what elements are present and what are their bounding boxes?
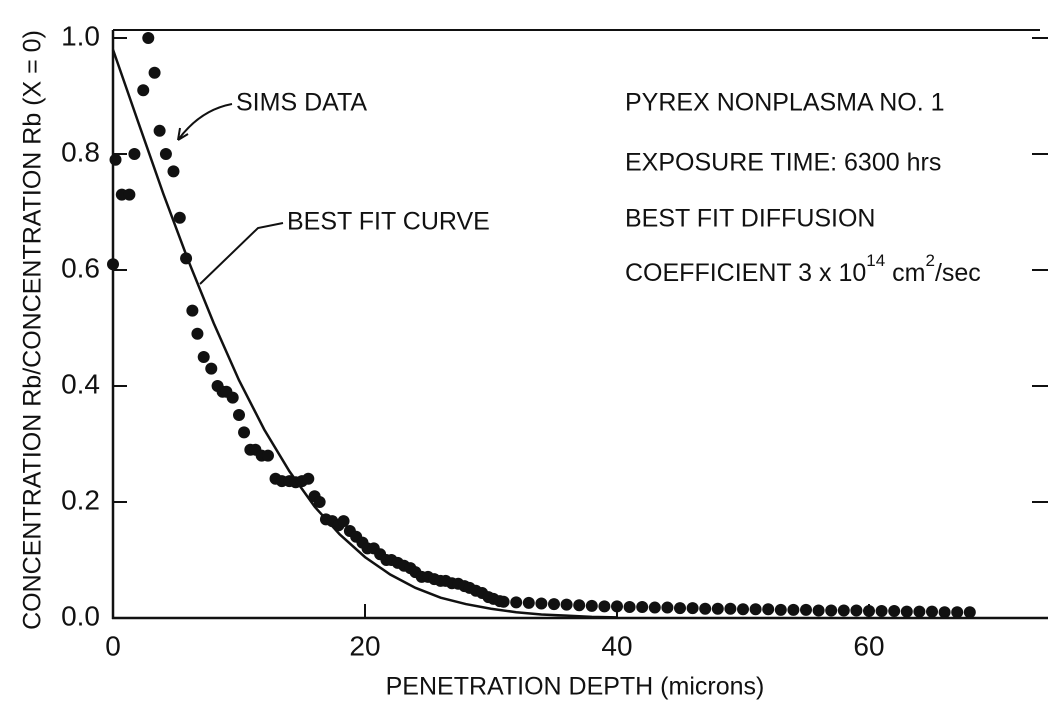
data-point [510,596,523,609]
data-point [837,604,850,617]
data-point [560,598,573,611]
data-point [205,362,218,375]
data-point [535,597,548,610]
data-point [875,605,888,618]
data-point [913,605,926,618]
data-point [648,601,661,614]
data-point [787,603,800,616]
data-point [142,32,155,44]
y-tick-label: 0.4 [61,368,100,399]
x-axis-label: PENETRATION DEPTH (microns) [386,673,765,701]
y-tick-label: 1.0 [61,20,100,51]
data-point [548,598,560,611]
data-point [261,449,274,462]
series-label: SIMS DATA [236,89,367,117]
x-tick-label: 0 [105,630,121,661]
data-point [186,304,199,317]
data-point [148,66,161,79]
data-point [661,601,674,614]
data-point [337,515,350,528]
data-point [724,602,737,615]
data-point [107,258,119,271]
data-point [137,84,150,97]
data-point [686,602,699,615]
annotation: BEST FIT DIFFUSION [625,205,876,233]
data-point [699,602,712,615]
data-point [812,604,825,617]
annotation: COEFFICIENT 3 x 1014 cm2/sec [625,251,981,286]
data-point [951,606,964,619]
data-point [850,604,863,617]
data-point [573,599,586,612]
data-point [598,600,611,613]
annotation: EXPOSURE TIME: 6300 hrs [625,149,941,177]
data-point [963,606,976,619]
superscript: 14 [866,251,885,270]
data-point [585,599,598,612]
data-point [233,409,245,421]
data-point [302,472,315,485]
data-point [173,211,186,224]
data-point [623,600,636,613]
data-point [636,600,649,613]
data-point [711,602,724,615]
superscript: 2 [925,251,934,270]
data-point [191,327,204,340]
annotation-part: /sec [935,259,981,287]
data-point [900,605,913,618]
annotation-line [199,222,284,285]
x-tick-label: 60 [853,630,884,661]
x-tick-label: 40 [601,630,632,661]
data-point [749,603,762,616]
y-tick-label: 0.6 [61,252,100,283]
data-point [197,351,210,363]
data-point [238,426,251,439]
annotation: PYREX NONPLASMA NO. 1 [625,89,945,117]
arrow-head [177,127,189,141]
annotation-part: cm [885,259,925,287]
y-tick-label: 0.2 [61,484,100,515]
y-tick-label: 0.8 [61,136,100,167]
x-tick-label: 20 [349,630,380,661]
data-point [497,595,510,608]
data-point [674,602,686,615]
data-point [926,605,938,618]
data-point [762,603,775,616]
data-point [774,603,787,616]
data-point [109,153,122,166]
data-point [167,165,180,178]
y-tick-label: 0.0 [61,600,100,631]
data-point [800,603,812,616]
annotation-arrow [177,103,233,141]
data-point [888,605,901,618]
fit-curve [111,49,618,619]
series-label: BEST FIT CURVE [287,208,490,236]
data-point [938,606,951,619]
data-point [611,600,623,613]
data-point [226,391,239,404]
data-point [128,148,141,160]
data-point [123,188,136,201]
data-point [825,604,838,617]
annotation-part: COEFFICIENT 3 x 10 [625,259,866,287]
data-point [159,148,172,160]
data-point [863,605,875,618]
data-point [737,603,749,616]
y-axis-label: CONCENTRATION Rb/CONCENTRATION Rb (X = 0… [19,30,47,630]
data-point [522,596,535,609]
data-point [153,124,166,137]
data-point [313,496,326,508]
